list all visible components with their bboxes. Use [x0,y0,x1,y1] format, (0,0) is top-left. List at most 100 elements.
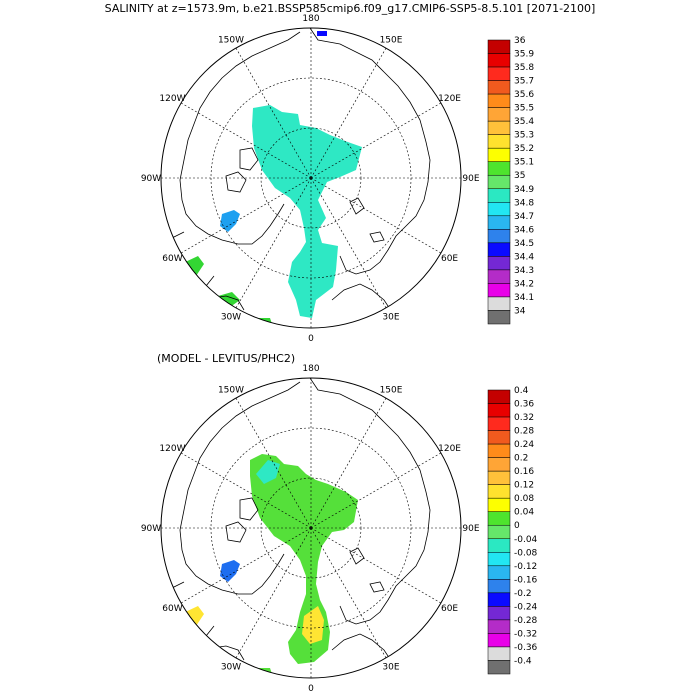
salinity-colorbar-label: 35.1 [514,158,534,168]
difference-colorbar-label: 0.32 [514,413,534,423]
atlantic-anomaly-yellow [250,670,266,678]
difference-colorbar-swatch [487,470,511,485]
coastline-1 [179,381,301,595]
salinity-colorbar-label: 34.7 [514,212,534,222]
salinity-colorbar-label: 35.8 [514,63,534,73]
difference-colorbar-swatch [487,606,511,621]
salinity-colorbar-swatch [487,202,511,217]
difference-colorbar-swatch [487,416,511,431]
longitude-label: 120E [438,444,461,454]
meridian-11 [310,47,387,179]
salinity-colorbar-swatch [487,310,511,325]
longitude-label: 120W [159,94,185,104]
difference-colorbar-swatch [487,646,511,661]
bering-patch [317,31,327,36]
coastline-0 [309,28,431,275]
salinity-colorbar-swatch [487,134,511,149]
salinity-colorbar-swatch [487,296,511,311]
salinity-polar-map: 180 150E 120E 90E 60E 30E 0 30W 60W 90W 120W 150W 36… [141,14,534,344]
meridian-2 [180,102,312,179]
baffin-patch [220,210,240,232]
longitude-label: 90W [141,524,161,534]
longitude-label: 0 [308,334,314,344]
atlantic-anomaly [244,668,274,678]
difference-colorbar-label: -0.24 [514,602,538,612]
meridian-2 [180,452,312,529]
meridian-7 [310,527,387,659]
difference-colorbar-label: -0.4 [514,656,532,666]
salinity-colorbar-label: 35.6 [514,90,534,100]
meridian-1 [235,397,312,529]
difference-colorbar-swatch [487,443,511,458]
salinity-colorbar-label: 34.9 [514,185,534,195]
difference-colorbar-label: -0.28 [514,616,538,626]
difference-colorbar-swatch [487,552,511,567]
difference-colorbar-label: 0.12 [514,481,534,491]
salinity-colorbar-label: 35.5 [514,104,534,114]
map-contents [161,28,461,328]
coastline-7 [349,547,365,565]
difference-colorbar-label: 0.24 [514,440,534,450]
salinity-colorbar-swatch [487,161,511,176]
main-anomaly [250,454,358,664]
cyan-anomaly [256,460,280,484]
difference-colorbar-label: 0.04 [514,508,534,518]
difference-colorbar-label: 0.2 [514,454,528,464]
salinity-colorbar-swatch [487,215,511,230]
longitude-label: 90E [462,174,479,184]
difference-colorbar-label: 0.4 [514,386,529,396]
difference-colorbar-swatch [487,511,511,526]
salinity-colorbar-label: 34 [514,306,526,316]
atlantic-patch-2 [218,292,240,310]
salinity-colorbar-swatch [487,229,511,244]
meridian-1 [235,47,312,179]
difference-plot-title: (MODEL - LEVITUS/PHC2) [157,352,296,365]
longitude-label: 60E [441,604,458,614]
main-water-mass [252,105,362,318]
meridian-10 [310,452,442,529]
coastline-4 [331,283,393,313]
longitude-label: 150E [380,35,403,45]
atlantic-patch [244,318,274,328]
difference-colorbar-label: -0.16 [514,575,538,585]
meridian-8 [310,527,442,604]
salinity-colorbar-label: 35.7 [514,77,534,87]
yellow-anomaly [302,606,324,644]
meridian-5 [235,527,312,659]
salinity-colorbar-swatch [487,120,511,135]
longitude-label: 120W [159,444,185,454]
coastline-8 [369,231,385,243]
meridian-8 [310,177,442,254]
longitude-label: 30E [382,313,399,323]
difference-colorbar-label: 0.08 [514,494,534,504]
longitude-label: 120E [438,94,461,104]
coastline-6 [225,171,247,193]
salinity-colorbar-label: 34.1 [514,293,534,303]
difference-colorbar-swatch [487,538,511,553]
salinity-colorbar-label: 34.6 [514,225,534,235]
salinity-colorbar-swatch [487,242,511,257]
coastline-5 [239,497,259,521]
difference-colorbar-label: -0.12 [514,562,537,572]
longitude-label: 30W [221,663,241,673]
difference-colorbar-swatch [487,430,511,445]
difference-colorbar-label: 0.28 [514,427,534,437]
salinity-colorbar-label: 35 [514,171,525,181]
salinity-colorbar-swatch [487,269,511,284]
longitude-label: 30E [382,663,399,673]
salinity-colorbar-label: 34.3 [514,266,534,276]
difference-colorbar-swatch [487,403,511,418]
difference-colorbar-swatch [487,565,511,580]
difference-colorbar-label: -0.32 [514,629,537,639]
salinity-colorbar-label: 34.4 [514,252,534,262]
meridian-5 [235,177,312,309]
difference-colorbar-swatch [487,524,511,540]
meridian-11 [310,397,387,529]
map-boundary [160,27,462,329]
salinity-colorbar-swatch [487,147,511,162]
meridian-4 [180,527,312,604]
longitude-label: 150W [218,385,244,395]
longitude-label: 0 [308,684,314,694]
difference-colorbar-label: 0.36 [514,400,534,410]
meridian-10 [310,102,442,179]
